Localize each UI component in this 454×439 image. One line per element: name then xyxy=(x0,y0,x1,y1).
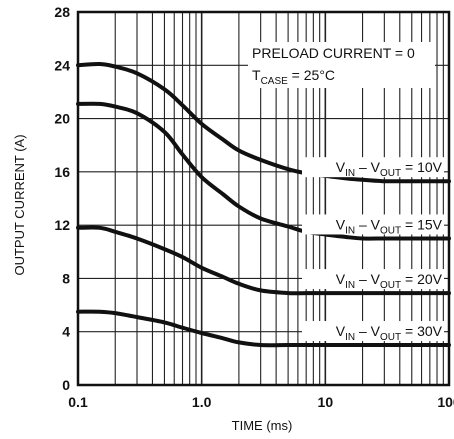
y-tick-label: 24 xyxy=(54,57,70,73)
x-axis-label: TIME (ms) xyxy=(232,418,293,433)
svg-text:VIN – VOUT = 20V: VIN – VOUT = 20V xyxy=(336,271,443,291)
y-tick-label: 8 xyxy=(62,270,70,286)
annotation-preload: PRELOAD CURRENT = 0 xyxy=(252,45,415,61)
annotation-box: PRELOAD CURRENT = 0 TCASE = 25°C xyxy=(248,42,435,88)
plot-frame xyxy=(76,10,451,387)
series-line xyxy=(76,101,451,241)
y-axis-label: OUTPUT CURRENT (A) xyxy=(12,134,27,275)
curve-label: VIN – VOUT = 20V xyxy=(302,269,444,291)
y-tick-label: 28 xyxy=(54,4,70,20)
y-tick-label: 20 xyxy=(54,111,70,127)
svg-text:VIN – VOUT = 30V: VIN – VOUT = 30V xyxy=(336,323,443,343)
series-line xyxy=(76,225,451,296)
curves xyxy=(76,61,451,348)
y-tick-labels: 0 4 8 12 16 20 24 28 xyxy=(54,4,70,393)
x-tick-label: 100 xyxy=(437,394,454,410)
x-tick-label: 0.1 xyxy=(68,394,88,410)
y-tick-label: 0 xyxy=(62,377,70,393)
curve-label: VIN – VOUT = 30V xyxy=(302,321,444,343)
x-tick-labels: 0.1 1.0 10 100 xyxy=(68,394,454,410)
y-tick-label: 12 xyxy=(54,217,70,233)
y-tick-label: 16 xyxy=(54,164,70,180)
annotation-tcase: TCASE = 25°C xyxy=(252,67,335,87)
curve-labels: VIN – VOUT = 10V VIN – VOUT = 15V VIN – VO… xyxy=(302,157,444,343)
svg-text:VIN – VOUT = 15V: VIN – VOUT = 15V xyxy=(336,216,443,236)
x-tick-label: 1.0 xyxy=(192,394,212,410)
series-line xyxy=(76,61,451,184)
curve-label: VIN – VOUT = 15V xyxy=(302,214,444,236)
x-tick-label: 10 xyxy=(318,394,334,410)
y-tick-label: 4 xyxy=(62,324,70,340)
series-line xyxy=(76,309,451,348)
svg-text:VIN – VOUT = 10V: VIN – VOUT = 10V xyxy=(336,159,443,179)
curve-label: VIN – VOUT = 10V xyxy=(302,157,444,179)
